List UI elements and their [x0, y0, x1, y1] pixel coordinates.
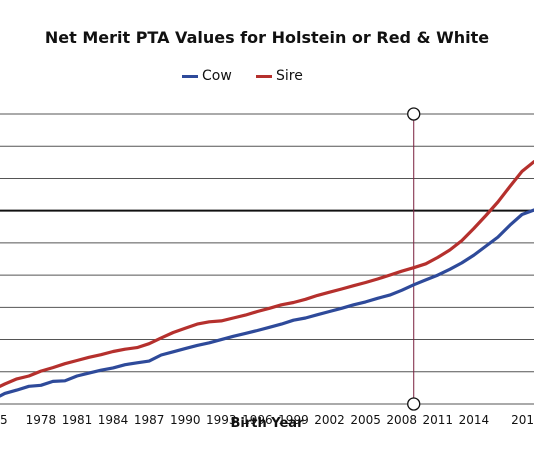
x-tick-label: 1990 [170, 413, 201, 427]
x-tick-label: 201 [511, 413, 534, 427]
x-tick-label: 2008 [386, 413, 417, 427]
x-tick-label: 1987 [134, 413, 165, 427]
legend-label-cow: Cow [202, 68, 232, 84]
x-tick-label: 5 [0, 413, 8, 427]
legend-item-sire: Sire [256, 68, 303, 84]
x-tick-label: 2005 [350, 413, 381, 427]
x-tick-label: 1981 [62, 413, 93, 427]
x-tick-label: 1978 [26, 413, 57, 427]
x-tick-label: 1999 [278, 413, 309, 427]
x-tick-label: 2014 [459, 413, 490, 427]
x-tick-label: 1993 [206, 413, 237, 427]
vertical-marker [407, 107, 421, 411]
legend-swatch-cow [182, 74, 198, 78]
x-tick-labels: 5 1978 1981 1984 1987 1990 1993 1996 1999 2002 200… [0, 413, 534, 427]
x-tick-label: 2002 [314, 413, 345, 427]
legend-item-cow: Cow [182, 68, 232, 84]
vertical-marker-bottom-circle [407, 397, 421, 411]
series-line-cow [0, 208, 534, 398]
legend-label-sire: Sire [276, 68, 303, 84]
x-tick-label: 2011 [423, 413, 454, 427]
legend-swatch-sire [256, 74, 272, 78]
x-tick-label: 1996 [242, 413, 273, 427]
x-axis-label: Birth Year [230, 416, 304, 431]
chart-title: Net Merit PTA Values for Holstein or Red… [44, 28, 490, 47]
x-tick-label: 1984 [98, 413, 129, 427]
series-layer [0, 160, 534, 398]
grid-layer [0, 113, 534, 405]
vertical-marker-top-circle [407, 107, 421, 121]
series-line-sire [0, 160, 534, 388]
